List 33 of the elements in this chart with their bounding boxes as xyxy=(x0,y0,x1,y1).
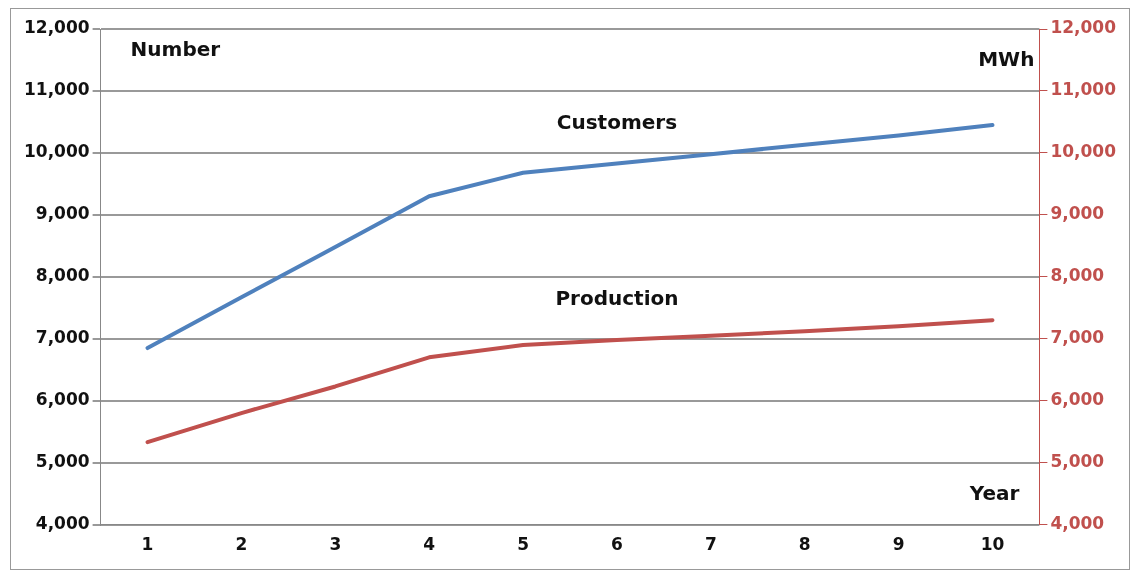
y2-tick-label: 6,000 xyxy=(35,389,90,410)
x-tick-label: 1 xyxy=(141,534,154,555)
x-tick-label: 2 xyxy=(235,534,248,555)
y-tick-label: 8,000 xyxy=(1050,265,1105,286)
x-tick-label: 3 xyxy=(329,534,342,555)
y2-tick-label: 4,000 xyxy=(35,513,90,534)
x-tick-label: 6 xyxy=(611,534,623,555)
y2-tick-label: 7,000 xyxy=(35,327,90,348)
x-tick-label: 5 xyxy=(517,534,529,555)
x-axis-title: Year xyxy=(968,480,1020,505)
y2-tick-label: 5,000 xyxy=(35,451,90,472)
x-tick-label: 4 xyxy=(423,534,436,555)
y-tick-label: 12,000 xyxy=(1050,17,1117,38)
y2-tick-label: 9,000 xyxy=(35,203,90,224)
y2-tick-label: 8,000 xyxy=(35,265,90,286)
y-tick-label: 9,000 xyxy=(1050,203,1105,224)
annotation: Number xyxy=(130,37,221,62)
x-tick-label: 7 xyxy=(704,534,717,555)
y2-tick-label: 11,000 xyxy=(23,79,90,100)
y-tick-label: 6,000 xyxy=(1050,389,1105,410)
y-tick-label: 11,000 xyxy=(1050,79,1117,100)
y2-tick-label: 10,000 xyxy=(23,141,90,162)
y2-tick-label: 12,000 xyxy=(23,17,90,38)
x-tick-label: 10 xyxy=(980,534,1005,555)
series-label: Customers xyxy=(556,109,678,134)
annotation: MWh xyxy=(978,47,1035,72)
y-tick-label: 10,000 xyxy=(1050,141,1117,162)
x-tick-label: 9 xyxy=(892,534,905,555)
series-label: Production xyxy=(555,286,679,311)
x-tick-label: 8 xyxy=(798,534,811,555)
y-tick-label: 4,000 xyxy=(1050,513,1105,534)
y-tick-label: 7,000 xyxy=(1050,327,1105,348)
y-tick-label: 5,000 xyxy=(1050,451,1105,472)
